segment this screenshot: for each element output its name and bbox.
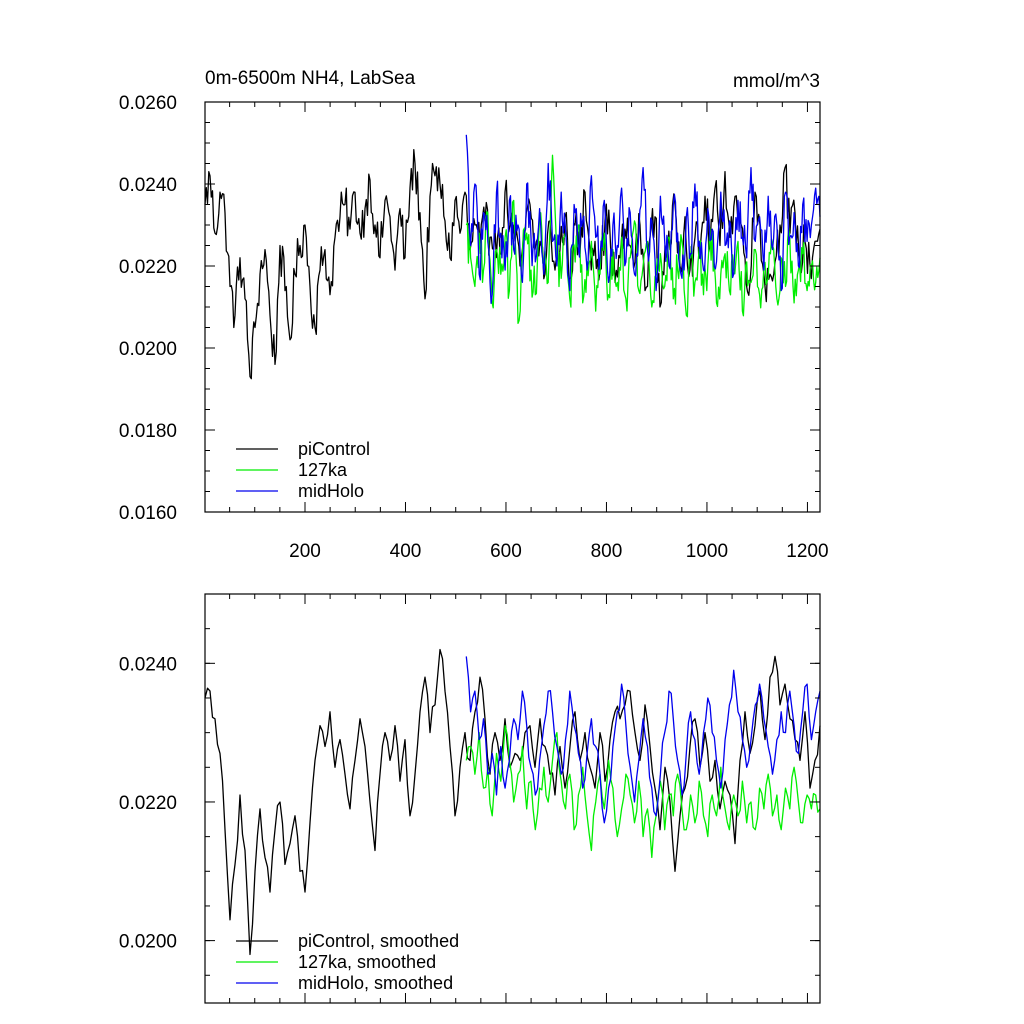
bottom-series-group — [204, 648, 821, 956]
series-line-midholo — [465, 134, 821, 305]
bottom-legend: piControl, smoothed 127ka, smoothed midH… — [236, 931, 459, 993]
x-tick-label: 1200 — [786, 541, 828, 562]
y-tick-label: 0.0180 — [119, 421, 177, 442]
x-tick-label: 200 — [289, 541, 321, 562]
series-line-midholo-smoothed — [465, 656, 821, 824]
legend-label-127ka-smoothed: 127ka, smoothed — [298, 952, 436, 972]
y-tick-label: 0.0160 — [119, 503, 177, 524]
y-tick-label: 0.0200 — [119, 932, 177, 953]
x-tick-label: 800 — [591, 541, 623, 562]
top-legend: piControl 127ka midHolo — [236, 439, 370, 501]
series-line-127ka — [465, 154, 821, 325]
x-tick-label: 400 — [390, 541, 422, 562]
y-tick-label: 0.0220 — [119, 793, 177, 814]
x-tick-label: 1000 — [686, 541, 728, 562]
top-panel: 0m-6500m NH4, LabSea mmol/m^3 200 400 600 8… — [119, 68, 829, 562]
top-ticks-group: 200 400 600 800 1000 1200 0.0160 0.0180 0.0200 0.… — [119, 93, 829, 562]
legend-label-127ka: 127ka — [298, 460, 348, 480]
y-tick-label: 0.0240 — [119, 654, 177, 675]
y-tick-label: 0.0220 — [119, 257, 177, 278]
top-plot-frame — [204, 101, 821, 513]
series-line-picontrol-smoothed — [204, 648, 821, 956]
bottom-plot-frame — [204, 593, 821, 1004]
legend-label-midholo-smoothed: midHolo, smoothed — [298, 973, 453, 993]
series-line-127ka-smoothed — [465, 725, 821, 859]
bottom-panel: 0.0200 0.0220 0.0240 piControl, smoothed 1… — [119, 593, 821, 1004]
y-tick-label: 0.0260 — [119, 93, 177, 114]
top-title-right: mmol/m^3 — [733, 71, 820, 92]
legend-label-picontrol: piControl — [298, 439, 370, 459]
x-tick-label: 600 — [490, 541, 522, 562]
top-series-group — [204, 134, 821, 380]
legend-label-midholo: midHolo — [298, 481, 364, 501]
legend-label-picontrol-smoothed: piControl, smoothed — [298, 931, 459, 951]
y-tick-label: 0.0200 — [119, 339, 177, 360]
top-title-left: 0m-6500m NH4, LabSea — [205, 68, 416, 89]
y-tick-label: 0.0240 — [119, 175, 177, 196]
bottom-ticks-group: 0.0200 0.0220 0.0240 — [119, 593, 820, 1003]
